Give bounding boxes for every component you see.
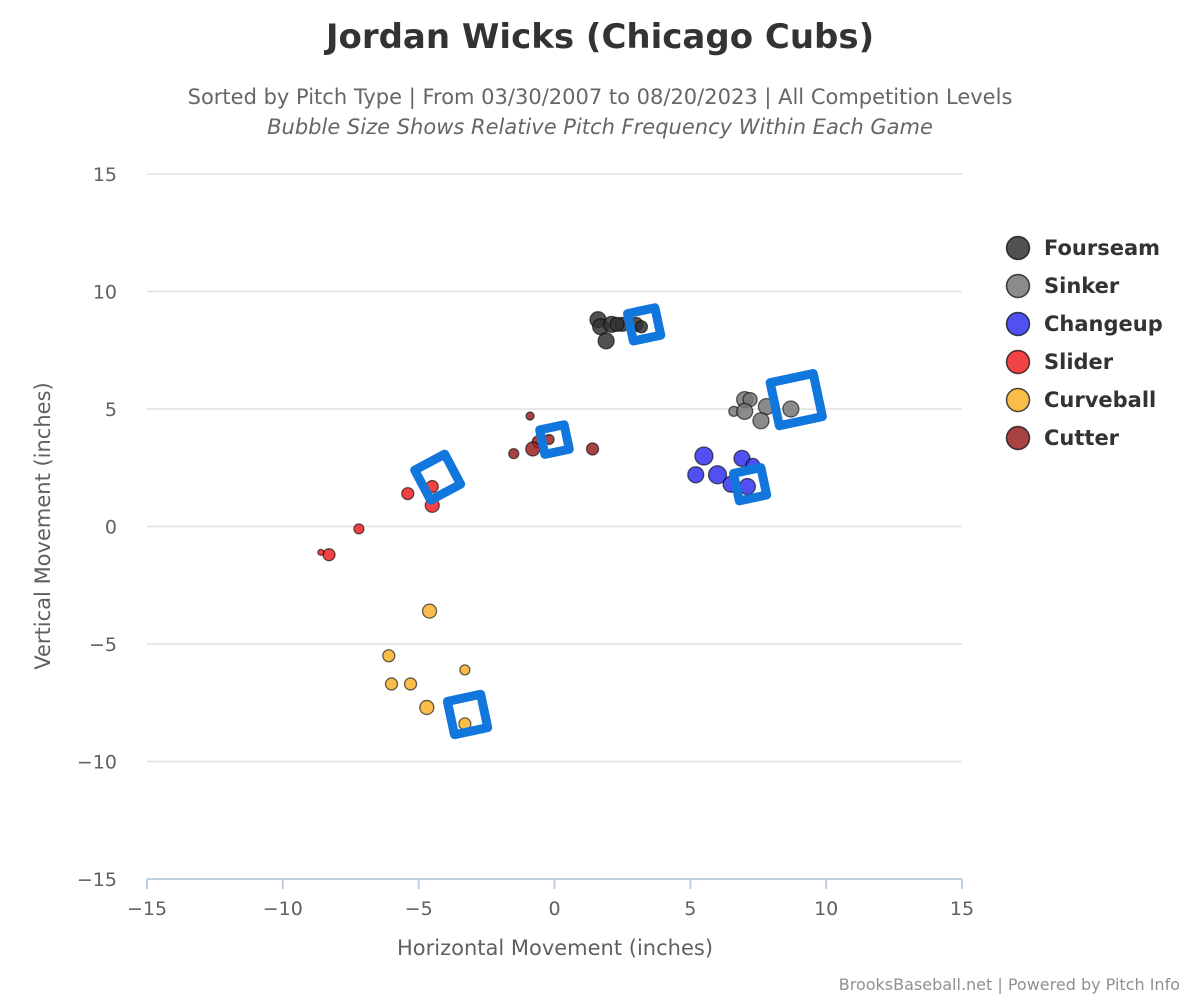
average-marker-changeup[interactable] bbox=[728, 463, 772, 506]
axes: −15 −10 −5 0 5 10 15 −15 −10 −5 0 5 10 15 bbox=[77, 164, 974, 920]
data-point-changeup[interactable] bbox=[687, 466, 705, 484]
average-marker-slider[interactable] bbox=[410, 449, 466, 505]
legend-marker bbox=[1005, 425, 1031, 451]
chart-title: Jordan Wicks (Chicago Cubs) bbox=[324, 17, 874, 57]
x-tick-label: 15 bbox=[950, 898, 974, 920]
average-marker-fourseam[interactable] bbox=[623, 303, 666, 346]
legend-marker bbox=[1005, 387, 1031, 413]
data-point-sinker[interactable] bbox=[736, 402, 754, 421]
legend-item-curveball[interactable]: Curveball bbox=[1005, 387, 1157, 413]
chart-credit: BrooksBaseball.net | Powered by Pitch In… bbox=[839, 975, 1180, 994]
legend-item-slider[interactable]: Slider bbox=[1005, 349, 1114, 375]
legend-label: Slider bbox=[1044, 350, 1114, 374]
legend-label: Curveball bbox=[1044, 388, 1156, 412]
x-tick-label: 10 bbox=[814, 898, 838, 920]
legend-marker bbox=[1005, 311, 1031, 337]
y-axis-title: Vertical Movement (inches) bbox=[31, 382, 55, 669]
average-marker-curveball[interactable] bbox=[442, 689, 493, 740]
x-tick-label: −5 bbox=[405, 898, 433, 920]
data-point-cutter[interactable] bbox=[508, 447, 520, 460]
data-point-curveball[interactable] bbox=[384, 677, 399, 691]
x-axis-title: Horizontal Movement (inches) bbox=[397, 936, 713, 960]
data-point-cutter[interactable] bbox=[525, 441, 541, 457]
average-marker-sinker[interactable] bbox=[765, 369, 827, 431]
data-point-sinker[interactable] bbox=[782, 400, 800, 418]
legend-item-changeup[interactable]: Changeup bbox=[1005, 311, 1163, 337]
legend-label: Changeup bbox=[1044, 312, 1163, 336]
average-marker-cutter[interactable] bbox=[535, 420, 574, 459]
y-tick-label: −5 bbox=[89, 634, 117, 656]
data-point-slider[interactable] bbox=[353, 523, 365, 535]
chart-subtitle-italic: Bubble Size Shows Relative Pitch Frequen… bbox=[267, 115, 933, 139]
legend-label: Sinker bbox=[1044, 274, 1120, 298]
x-tick-label: 0 bbox=[548, 898, 560, 920]
data-point-changeup[interactable] bbox=[694, 446, 714, 466]
data-point-curveball[interactable] bbox=[459, 664, 471, 676]
x-tick-label: −10 bbox=[263, 898, 303, 920]
gridlines bbox=[147, 173, 962, 763]
y-tick-label: 10 bbox=[93, 282, 117, 304]
legend-label: Fourseam bbox=[1044, 236, 1160, 260]
y-tick-label: 15 bbox=[93, 164, 117, 186]
data-point-slider[interactable] bbox=[322, 548, 336, 562]
average-markers bbox=[410, 303, 827, 740]
legend-marker bbox=[1005, 273, 1031, 299]
y-tick-label: 5 bbox=[105, 399, 117, 421]
data-point-fourseam[interactable] bbox=[597, 332, 615, 350]
data-point-sinker[interactable] bbox=[752, 412, 770, 430]
data-point-curveball[interactable] bbox=[419, 699, 435, 716]
legend-label: Cutter bbox=[1044, 426, 1120, 450]
legend-marker bbox=[1005, 235, 1031, 261]
data-points bbox=[317, 311, 800, 731]
y-tick-label: −10 bbox=[77, 752, 117, 774]
data-point-fourseam[interactable] bbox=[609, 316, 625, 333]
data-point-changeup[interactable] bbox=[707, 465, 728, 485]
data-point-slider[interactable] bbox=[401, 486, 415, 501]
y-tick-label: 0 bbox=[105, 517, 117, 539]
data-point-curveball[interactable] bbox=[403, 677, 418, 691]
data-point-curveball[interactable] bbox=[382, 649, 396, 663]
chart-subtitle: Sorted by Pitch Type | From 03/30/2007 t… bbox=[188, 85, 1013, 110]
legend[interactable]: Fourseam Sinker Changeup Slider Curveball Cut… bbox=[1005, 235, 1163, 451]
y-tick-label: −15 bbox=[77, 869, 117, 891]
data-point-fourseam[interactable] bbox=[634, 320, 649, 334]
legend-marker bbox=[1005, 349, 1031, 375]
x-tick-label: −15 bbox=[127, 898, 167, 920]
legend-item-cutter[interactable]: Cutter bbox=[1005, 425, 1120, 451]
data-point-curveball[interactable] bbox=[421, 603, 438, 619]
x-tick-label: 5 bbox=[684, 898, 696, 920]
legend-item-sinker[interactable]: Sinker bbox=[1005, 273, 1120, 299]
data-point-cutter[interactable] bbox=[585, 442, 600, 456]
data-point-slider[interactable] bbox=[317, 548, 325, 556]
legend-item-fourseam[interactable]: Fourseam bbox=[1005, 235, 1161, 261]
data-point-cutter[interactable] bbox=[525, 411, 535, 421]
